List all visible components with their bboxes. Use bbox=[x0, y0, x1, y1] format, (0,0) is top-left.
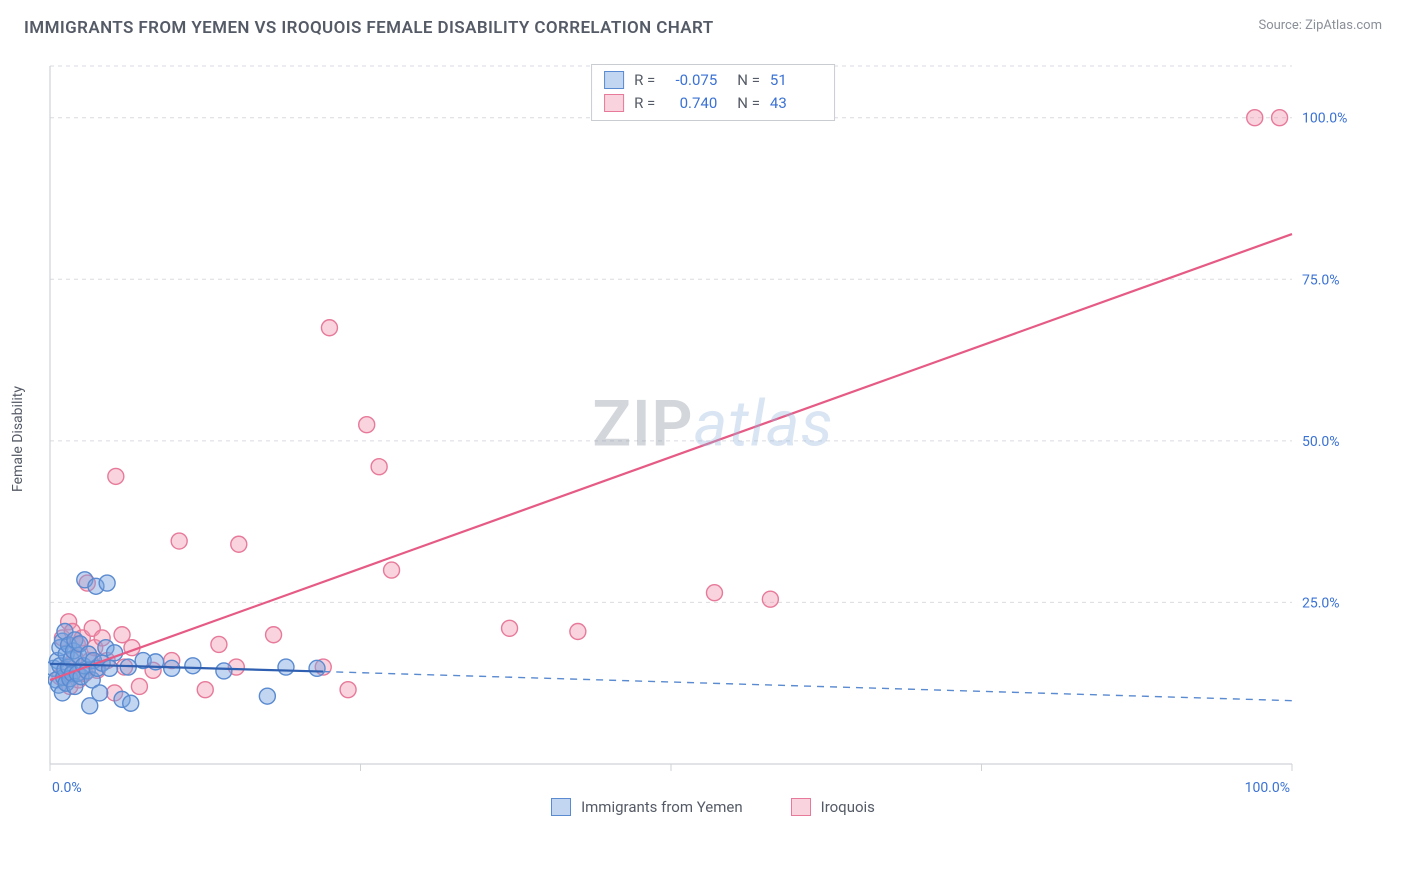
point-pink bbox=[762, 591, 778, 607]
y-axis-label: Female Disability bbox=[10, 386, 26, 492]
point-blue bbox=[99, 575, 115, 591]
point-blue bbox=[216, 663, 232, 679]
r-value: 0.740 bbox=[665, 92, 717, 115]
legend-swatch bbox=[791, 798, 811, 816]
point-blue bbox=[123, 695, 139, 711]
point-pink bbox=[502, 620, 518, 636]
chart-title: IMMIGRANTS FROM YEMEN VS IROQUOIS FEMALE… bbox=[24, 18, 714, 38]
scatter-plot: 25.0% 50.0% 75.0% 100.0% 0.0% 100.0% bbox=[48, 64, 1378, 814]
legend-label: Iroquois bbox=[821, 798, 875, 816]
point-pink bbox=[211, 636, 227, 652]
point-pink bbox=[384, 562, 400, 578]
point-blue bbox=[92, 685, 108, 701]
header: IMMIGRANTS FROM YEMEN VS IROQUOIS FEMALE… bbox=[0, 0, 1406, 38]
source-attribution: Source: ZipAtlas.com bbox=[1258, 18, 1382, 33]
trendline-blue-dashed bbox=[323, 672, 1292, 701]
legend-stat-row: R = 0.740 N = 43 bbox=[604, 92, 822, 115]
source-prefix: Source: bbox=[1258, 18, 1305, 33]
point-pink bbox=[706, 585, 722, 601]
point-pink bbox=[266, 627, 282, 643]
legend-item: Iroquois bbox=[791, 798, 875, 816]
x-tick-label: 100.0% bbox=[1245, 780, 1290, 796]
point-pink bbox=[371, 459, 387, 475]
point-pink bbox=[1247, 110, 1263, 126]
legend-swatch bbox=[551, 798, 571, 816]
r-label: R = bbox=[634, 69, 655, 92]
trendline-pink bbox=[50, 234, 1292, 680]
correlation-legend: R = -0.075 N = 51 R = 0.740 N = 43 bbox=[591, 64, 835, 121]
y-tick-label: 75.0% bbox=[1302, 272, 1340, 288]
y-tick-label: 100.0% bbox=[1302, 111, 1347, 127]
y-tick-label: 25.0% bbox=[1302, 595, 1340, 611]
point-pink bbox=[231, 536, 247, 552]
n-value: 51 bbox=[770, 69, 822, 92]
x-tick-label: 0.0% bbox=[52, 780, 82, 796]
point-pink bbox=[108, 468, 124, 484]
series-legend: Immigrants from Yemen Iroquois bbox=[48, 798, 1378, 816]
point-pink bbox=[1272, 110, 1288, 126]
point-pink bbox=[359, 417, 375, 433]
point-blue bbox=[278, 659, 294, 675]
point-pink bbox=[197, 682, 213, 698]
n-value: 43 bbox=[770, 92, 822, 115]
chart-area: Female Disability ZIPatlas 25.0%50.0%75.… bbox=[48, 64, 1378, 814]
r-label: R = bbox=[634, 92, 655, 115]
source-name: ZipAtlas.com bbox=[1305, 18, 1382, 33]
legend-item: Immigrants from Yemen bbox=[551, 798, 743, 816]
point-blue bbox=[185, 658, 201, 674]
point-pink bbox=[340, 682, 356, 698]
legend-swatch bbox=[604, 94, 624, 112]
point-pink bbox=[131, 678, 147, 694]
point-blue bbox=[259, 688, 275, 704]
legend-swatch bbox=[604, 71, 624, 89]
point-pink bbox=[171, 533, 187, 549]
point-blue bbox=[309, 660, 325, 676]
point-blue bbox=[102, 660, 118, 676]
n-label: N = bbox=[737, 69, 760, 92]
legend-stat-row: R = -0.075 N = 51 bbox=[604, 69, 822, 92]
legend-label: Immigrants from Yemen bbox=[581, 798, 743, 816]
r-value: -0.075 bbox=[665, 69, 717, 92]
n-label: N = bbox=[737, 92, 760, 115]
point-pink bbox=[321, 320, 337, 336]
y-tick-label: 50.0% bbox=[1302, 434, 1340, 450]
point-pink bbox=[570, 624, 586, 640]
